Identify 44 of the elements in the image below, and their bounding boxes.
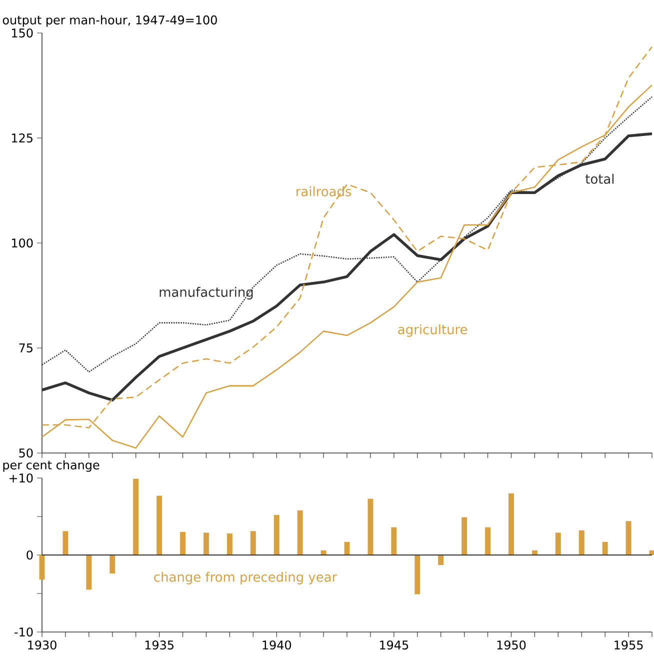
series-label: railroads <box>296 186 352 196</box>
bar <box>368 498 374 555</box>
y-axis-title: output per man-hour, 1947-49=100 <box>2 15 217 27</box>
y-tick-label: 75 <box>19 344 32 352</box>
bar <box>602 542 608 555</box>
series-label: manufacturing <box>160 286 253 300</box>
x-tick-label: 1955 <box>614 640 643 650</box>
y-tick-label: 150 <box>12 28 33 38</box>
bar <box>39 554 45 580</box>
bar <box>508 493 514 555</box>
x-tick-label: 1935 <box>145 640 174 650</box>
bar <box>250 531 256 555</box>
x-tick-label: 1940 <box>262 640 292 650</box>
y-tick-label: 50 <box>19 448 33 458</box>
y-tick-label: 125 <box>12 133 32 143</box>
y-axis-title: per cent change <box>3 460 100 472</box>
x-tick-label: 1950 <box>497 640 526 650</box>
bar <box>391 527 397 555</box>
y-tick-label: 0 <box>26 550 33 560</box>
bar <box>203 532 209 555</box>
bar <box>62 531 68 555</box>
y-tick-label: 100 <box>12 238 33 248</box>
bar <box>578 530 584 555</box>
bar <box>226 533 232 555</box>
bar <box>274 514 280 555</box>
y-tick-label: -10 <box>14 627 33 637</box>
bar <box>485 527 491 555</box>
bar <box>297 510 303 555</box>
x-tick-label: 1945 <box>380 640 408 650</box>
bar <box>86 554 92 590</box>
bar <box>438 554 444 566</box>
bar <box>414 554 420 594</box>
x-tick-label: 1930 <box>28 640 56 650</box>
series-label: agriculture <box>398 324 468 337</box>
bar <box>133 478 139 555</box>
bar <box>156 496 162 555</box>
bar <box>462 517 468 555</box>
annotation: change from preceding year <box>154 572 338 584</box>
bar <box>110 554 116 574</box>
bar <box>555 532 561 555</box>
bar <box>180 532 186 555</box>
y-tick-label: +10 <box>10 473 33 483</box>
series-label: total <box>585 174 614 184</box>
bar <box>626 521 632 555</box>
